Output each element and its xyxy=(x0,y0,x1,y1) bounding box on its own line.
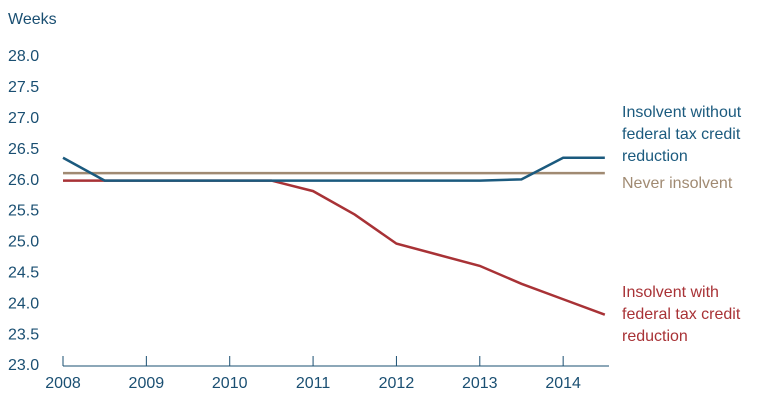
y-tick-label: 23.0 xyxy=(8,357,39,374)
y-tick-label: 27.0 xyxy=(8,110,39,127)
y-axis-label: Weeks xyxy=(8,11,57,28)
y-tick-label: 26.0 xyxy=(8,172,39,189)
series-line xyxy=(62,156,605,182)
y-tick-label: 25.0 xyxy=(8,234,39,251)
x-tick-label: 2008 xyxy=(45,375,81,392)
legend-label: Insolvent with federal tax credit reduct… xyxy=(622,284,741,345)
y-tick-label: 26.5 xyxy=(8,141,39,158)
y-tick-label: 28.0 xyxy=(8,48,39,65)
x-tick-label: 2012 xyxy=(379,375,415,392)
x-tick-label: 2011 xyxy=(296,375,331,392)
y-tick-label: 25.5 xyxy=(8,203,39,220)
y-tick-label: 27.5 xyxy=(8,79,39,96)
legend-label: Never insolvent xyxy=(622,175,733,192)
legend-label: Insolvent without federal tax credit red… xyxy=(622,104,742,165)
y-tick-label: 23.5 xyxy=(8,326,39,343)
x-tick-label: 2014 xyxy=(545,375,581,392)
y-tick-label: 24.0 xyxy=(8,295,39,312)
x-tick-label: 2009 xyxy=(129,375,165,392)
y-tick-label: 24.5 xyxy=(8,265,39,282)
x-tick-label: 2010 xyxy=(212,375,248,392)
x-tick-label: 2013 xyxy=(462,375,498,392)
series-line xyxy=(63,179,606,316)
